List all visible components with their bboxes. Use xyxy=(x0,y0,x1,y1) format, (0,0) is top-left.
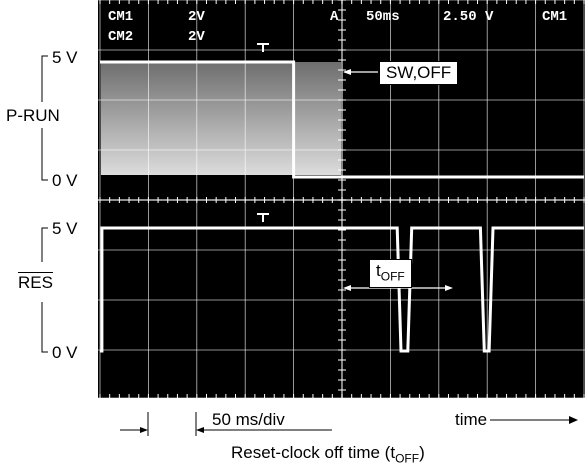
toff-t: t xyxy=(376,261,381,280)
ch1-scale: 2V xyxy=(188,9,205,25)
trigger-level: 2.50 V xyxy=(443,9,494,25)
trace-res xyxy=(100,226,584,353)
ch2-name: CM2 xyxy=(108,29,133,45)
caption-end: ) xyxy=(419,443,425,462)
sw-off-arrowhead xyxy=(343,69,351,75)
res-0v-label: 0 V xyxy=(52,343,78,362)
res-bracket xyxy=(41,227,48,353)
p-run-label: P-RUN xyxy=(6,106,60,125)
trace-p-run xyxy=(100,60,584,179)
scale-label: 50 ms/div xyxy=(212,410,285,429)
res-5v-label: 5 V xyxy=(52,219,78,238)
sw-off-annotation: SW,OFF xyxy=(379,61,459,85)
trigger-marker-ch2 xyxy=(257,213,269,222)
trigger-mode: A xyxy=(330,9,339,25)
time-label: time xyxy=(455,410,488,429)
grid xyxy=(98,0,585,399)
scale-arrowhead-left xyxy=(140,427,148,433)
caption-main: Reset-clock off time (t xyxy=(231,443,396,462)
res-label: RES xyxy=(18,273,53,292)
ch1-name: CM1 xyxy=(108,9,133,25)
traces xyxy=(100,43,584,353)
p-run-5v-label: 5 V xyxy=(52,48,78,67)
caption-subscript: OFF xyxy=(395,451,420,466)
toff-arrowhead-right xyxy=(445,285,453,291)
toff-annotation: tOFF xyxy=(369,259,412,289)
timebase: 50ms xyxy=(366,9,400,25)
p-run-0v-label: 0 V xyxy=(52,171,78,190)
p-run-high-fill xyxy=(101,62,341,175)
chart-caption: Reset-clock off time (tOFF) xyxy=(231,444,425,464)
scale-arrowhead-right xyxy=(196,427,204,433)
trigger-marker-ch1 xyxy=(257,43,269,52)
trigger-source: CM1 xyxy=(542,9,567,25)
p-run-bracket xyxy=(41,55,48,181)
time-arrowhead xyxy=(569,416,578,424)
ch2-scale: 2V xyxy=(188,29,205,45)
toff-arrowhead-left xyxy=(343,285,351,291)
toff-subscript: OFF xyxy=(380,269,405,284)
